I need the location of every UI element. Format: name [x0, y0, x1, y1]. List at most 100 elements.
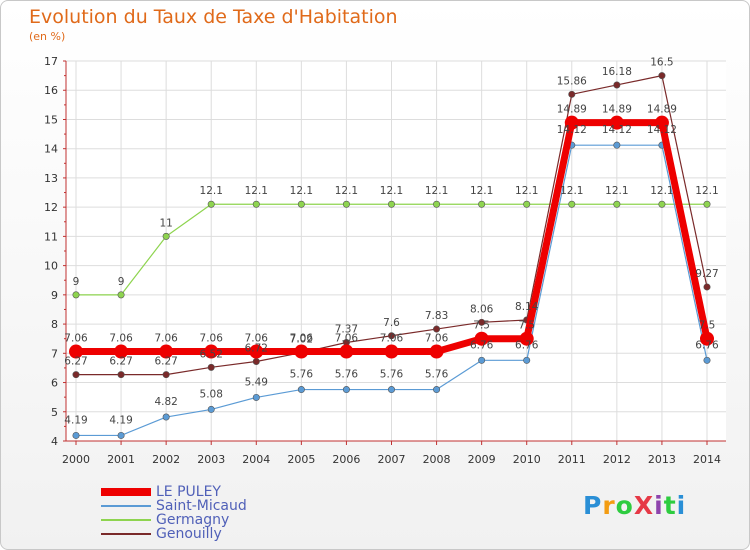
data-point-le-puley	[564, 115, 579, 130]
data-label-germagny: 11	[159, 217, 172, 229]
y-tick-label: 13	[44, 172, 58, 185]
x-tick-label: 2003	[197, 453, 225, 466]
data-label-saint-micaud: 4.19	[64, 414, 87, 426]
data-label-germagny: 12.1	[650, 185, 673, 197]
data-point-saint-micaud	[433, 386, 441, 394]
data-point-saint-micaud	[117, 431, 125, 439]
data-label-germagny: 12.1	[245, 185, 268, 197]
data-label-genouilly: 15.86	[557, 75, 587, 87]
legend-label: LE PULEY	[156, 484, 221, 500]
data-label-genouilly: 7.83	[425, 310, 448, 322]
chart-legend: LE PULEY Saint-Micaud Germagny Genouilly	[101, 485, 247, 541]
data-label-genouilly: 9.27	[695, 268, 718, 280]
logo-letter: o	[615, 491, 634, 520]
data-point-saint-micaud	[703, 356, 711, 364]
data-point-germagny	[72, 291, 80, 299]
legend-label: Germagny	[156, 512, 230, 528]
legend-label: Genouilly	[156, 526, 222, 542]
data-point-germagny	[342, 200, 350, 208]
data-point-genouilly	[703, 283, 711, 291]
data-label-germagny: 12.1	[200, 185, 223, 197]
legend-swatch-le-puley	[101, 488, 151, 496]
data-label-saint-micaud: 5.76	[380, 369, 404, 381]
legend-item-genouilly: Genouilly	[101, 527, 247, 541]
data-point-germagny	[523, 200, 531, 208]
data-point-genouilly	[478, 318, 486, 326]
data-point-genouilly	[252, 357, 260, 365]
data-point-le-puley	[609, 115, 624, 130]
logo-letter: i	[676, 491, 687, 520]
data-label-le-puley: 7.06	[109, 333, 133, 345]
x-tick-label: 2008	[423, 453, 451, 466]
y-tick-label: 17	[44, 55, 58, 68]
logo-letter: r	[602, 491, 616, 520]
legend-swatch-genouilly	[101, 533, 151, 535]
y-tick-label: 5	[51, 406, 58, 419]
logo-letter: X	[633, 491, 655, 520]
data-label-genouilly: 6.27	[109, 356, 132, 368]
data-point-genouilly	[117, 371, 125, 379]
x-tick-label: 2007	[378, 453, 406, 466]
data-label-saint-micaud: 14.12	[557, 124, 587, 136]
logo-letter: t	[663, 491, 677, 520]
data-point-le-puley	[700, 331, 714, 346]
data-label-germagny: 12.1	[380, 185, 403, 197]
legend-item-saint-micaud: Saint-Micaud	[101, 499, 247, 513]
x-tick-label: 2001	[107, 453, 135, 466]
data-label-le-puley: 7.06	[425, 333, 449, 345]
data-point-germagny	[658, 200, 666, 208]
data-label-saint-micaud: 5.76	[425, 369, 449, 381]
data-label-le-puley: 7.5	[518, 320, 535, 332]
legend-swatch-saint-micaud	[101, 505, 151, 507]
data-label-germagny: 12.1	[335, 185, 358, 197]
data-point-genouilly	[162, 371, 170, 379]
data-point-germagny	[478, 200, 486, 208]
data-label-le-puley: 14.89	[647, 104, 677, 116]
data-label-saint-micaud: 6.76	[470, 339, 494, 351]
data-point-le-puley	[204, 344, 219, 359]
data-label-saint-micaud: 4.82	[154, 396, 177, 408]
data-label-germagny: 9	[73, 276, 80, 288]
data-point-genouilly	[387, 332, 395, 340]
data-label-germagny: 12.1	[695, 185, 718, 197]
data-point-le-puley	[69, 344, 83, 359]
data-label-genouilly: 6.27	[154, 356, 177, 368]
data-label-le-puley: 7.06	[154, 333, 178, 345]
data-label-le-puley: 14.89	[557, 104, 587, 116]
y-tick-label: 14	[44, 143, 58, 156]
data-label-saint-micaud: 5.76	[290, 369, 314, 381]
data-label-saint-micaud: 14.12	[647, 124, 677, 136]
legend-label: Saint-Micaud	[156, 498, 247, 514]
legend-item-le-puley: LE PULEY	[101, 485, 247, 499]
data-label-le-puley: 7.06	[64, 333, 88, 345]
data-label-le-puley: 7.5	[473, 320, 490, 332]
y-tick-label: 12	[44, 201, 58, 214]
y-tick-label: 15	[44, 113, 58, 126]
data-point-saint-micaud	[297, 386, 305, 394]
x-tick-label: 2004	[242, 453, 270, 466]
plot-area	[66, 61, 726, 441]
data-label-germagny: 12.1	[470, 185, 493, 197]
data-label-genouilly: 6.52	[200, 348, 223, 360]
y-tick-label: 7	[51, 347, 58, 360]
data-point-genouilly	[207, 363, 215, 371]
data-label-saint-micaud: 14.12	[602, 124, 632, 136]
data-point-le-puley	[654, 115, 669, 130]
data-label-genouilly: 16.18	[602, 66, 632, 78]
data-label-le-puley: 7.5	[699, 320, 716, 332]
y-tick-label: 11	[44, 230, 58, 243]
x-tick-label: 2006	[332, 453, 360, 466]
y-tick-label: 9	[51, 289, 58, 302]
data-label-genouilly: 6.27	[64, 356, 87, 368]
data-point-saint-micaud	[478, 356, 486, 364]
data-point-saint-micaud	[523, 356, 531, 364]
data-point-germagny	[252, 200, 260, 208]
y-tick-label: 16	[44, 84, 58, 97]
data-label-le-puley: 7.06	[290, 333, 314, 345]
x-tick-label: 2005	[287, 453, 315, 466]
x-tick-label: 2009	[468, 453, 496, 466]
data-point-le-puley	[159, 344, 174, 359]
logo-letter: i	[654, 491, 664, 520]
